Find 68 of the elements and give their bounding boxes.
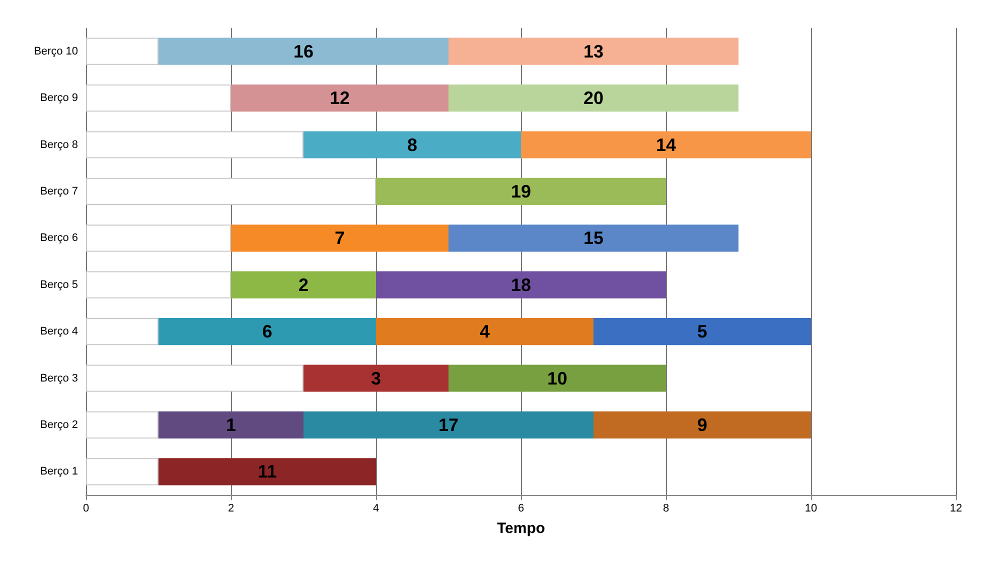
bar [376,178,666,205]
y-tick-label: Berço 7 [40,185,78,198]
bar [86,458,158,486]
x-tick-label: 12 [950,502,962,514]
x-tick-label: 4 [372,502,380,514]
y-tick-label: Berço 3 [40,372,78,384]
x-tick-label: 0 [82,502,90,514]
annotation: 12 [330,88,350,108]
x-tick-label: 6 [518,502,524,514]
annotation: 16 [293,41,314,62]
bar [231,84,448,112]
annotation: 13 [583,41,604,62]
bar [86,84,231,112]
annotation: 10 [547,368,568,388]
x-axis-title: Tempo [496,520,546,537]
x-tick-label: 10 [804,502,818,514]
bar [448,364,666,392]
bar [231,224,448,252]
annotation: 11 [258,462,277,482]
annotation: 4 [480,322,490,342]
bar [158,318,376,346]
bar [86,271,231,298]
y-tick-label: Berço 6 [40,232,78,244]
x-tick-label: 2 [228,502,234,514]
y-tick-label: Berço 5 [40,278,78,291]
y-tick-label: Berço 2 [40,418,78,431]
annotation: 9 [697,414,708,435]
annotation: 3 [370,368,382,388]
bar [594,318,811,346]
bar [448,38,738,65]
y-tick-label: Berço 10 [34,45,78,58]
bar [86,131,304,158]
bar [86,38,158,65]
y-tick-label: Berço 1 [40,466,78,478]
bar [304,364,448,392]
y-tick-label: Berço 4 [40,326,78,338]
bar [304,411,594,438]
annotation: 17 [438,414,459,435]
bar [448,84,738,112]
annotation: 1 [226,414,236,435]
bar [231,271,376,298]
bar [304,131,521,158]
bar [86,364,304,392]
bar [376,271,666,298]
bar [376,318,594,346]
bar [448,224,738,252]
bar [594,411,811,438]
annotation: 15 [583,228,604,248]
bar [521,131,811,158]
y-tick-label: Berço 9 [40,92,78,104]
annotation: 6 [262,322,272,342]
annotation: 20 [583,88,604,108]
bar [86,224,231,252]
annotation: 5 [697,322,708,342]
annotation: 7 [334,228,345,248]
annotation: 2 [298,274,309,295]
bar [158,411,304,438]
bar [86,411,158,438]
bar [86,178,376,205]
bar [158,458,376,486]
annotation: 19 [510,181,532,202]
y-tick-label: Berço 8 [40,138,78,151]
bar [158,38,448,65]
bar [86,318,158,346]
x-tick-label: 8 [662,502,670,514]
annotation: 18 [510,274,532,295]
annotation: 14 [656,134,676,155]
annotation: 8 [407,134,418,155]
